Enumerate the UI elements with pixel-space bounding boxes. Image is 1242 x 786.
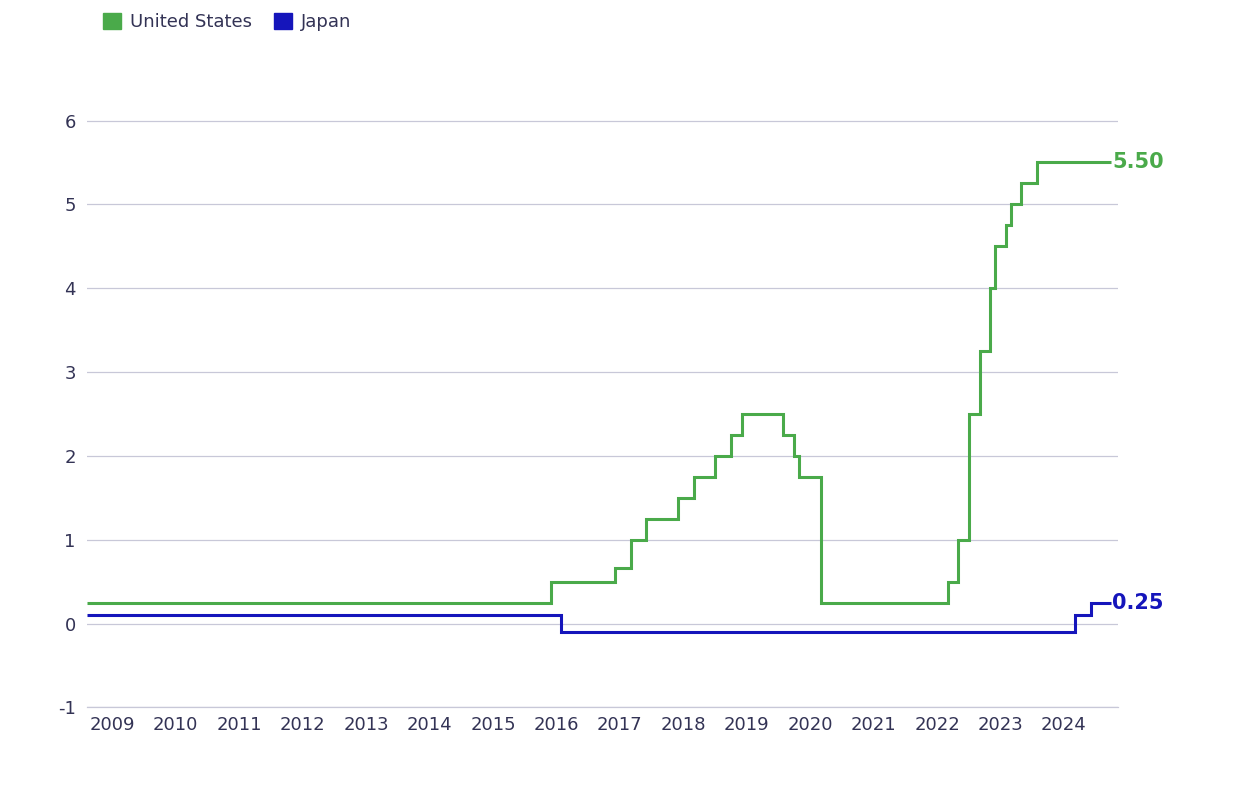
Text: 0.25: 0.25 bbox=[1112, 593, 1164, 612]
Legend: United States, Japan: United States, Japan bbox=[96, 6, 359, 39]
Text: 5.50: 5.50 bbox=[1112, 152, 1164, 172]
